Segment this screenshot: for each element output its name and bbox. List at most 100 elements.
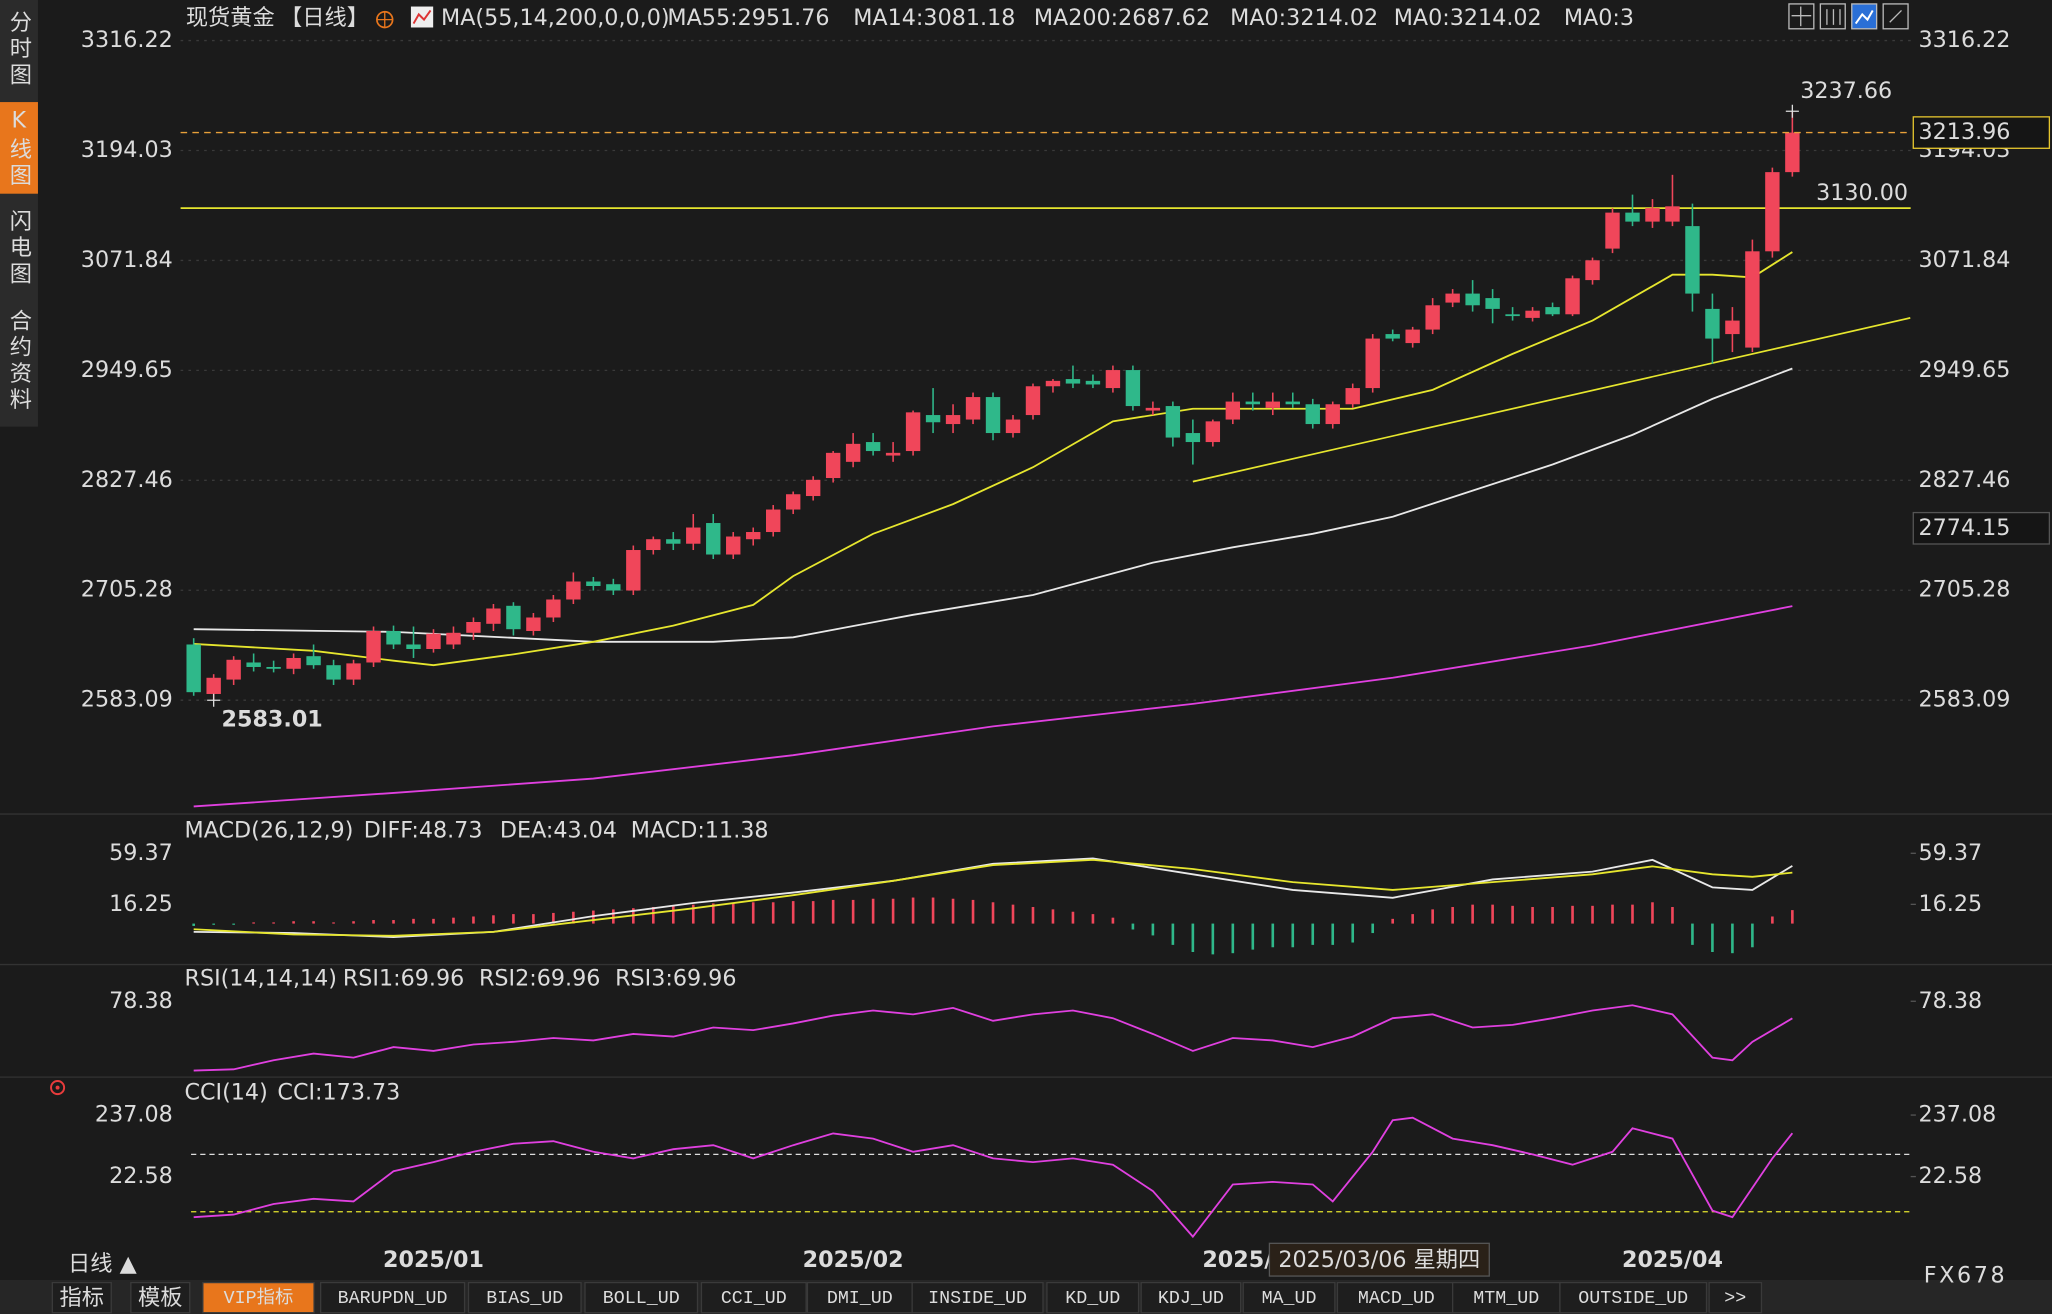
macd-bar (1731, 923, 1734, 954)
macd-bar (851, 899, 855, 924)
macd-bar (991, 902, 995, 924)
candle-body (706, 523, 721, 555)
macd-bar (312, 921, 315, 924)
y-tick-label-right: 22.58 (1919, 1163, 1983, 1189)
bottom-tab[interactable]: CCI_UD (721, 1288, 787, 1309)
bottom-tab[interactable]: MTM_UD (1473, 1288, 1539, 1309)
candle-body (945, 415, 961, 425)
macd-bar (412, 918, 415, 924)
bottom-tab[interactable]: >> (1724, 1288, 1746, 1309)
bottom-tab[interactable]: DMI_UD (827, 1288, 893, 1309)
macd-bar (811, 901, 815, 924)
candle-body (1565, 278, 1580, 315)
candle-body (1205, 421, 1221, 443)
side-tab-active (0, 102, 38, 194)
macd-bar (1671, 907, 1674, 924)
side-tab[interactable]: 分时图 (6, 10, 32, 89)
candle-body (286, 657, 301, 669)
ma-line (193, 367, 1793, 643)
bottom-tab-bg (1140, 1281, 1242, 1314)
candle-body (965, 397, 981, 420)
candle-body (1165, 406, 1181, 438)
y-tick-label-left: 237.08 (95, 1102, 173, 1128)
macd-bar (1311, 923, 1315, 945)
bottom-tab[interactable]: KDJ_UD (1158, 1288, 1224, 1309)
crosshair-date: 2025/03/06 星期四 (1278, 1247, 1480, 1273)
horizontal-line-label: 3130.00 (1816, 180, 1908, 206)
toolbar[interactable] (1788, 3, 1909, 30)
bottom-tab-bg (911, 1281, 1044, 1314)
ma-line (193, 605, 1793, 808)
y-tick-label-right: 3071.84 (1919, 247, 2011, 273)
bottom-tab-bg (467, 1281, 582, 1314)
macd-bar (1331, 923, 1335, 945)
side-tab[interactable]: K线图 (6, 107, 32, 189)
bottom-tab[interactable]: BOLL_UD (603, 1288, 680, 1309)
bottom-tab[interactable]: OUTSIDE_UD (1578, 1288, 1688, 1309)
bottom-tab[interactable]: INSIDE_UD (928, 1288, 1027, 1309)
candle-body (805, 479, 821, 497)
legend-item: CCI(14) (185, 1079, 268, 1105)
macd-bar (831, 899, 835, 924)
macd-bar (671, 905, 675, 924)
alert-icon[interactable] (50, 1080, 66, 1096)
candle-body (785, 494, 801, 510)
macd-bar (372, 920, 375, 924)
macd-bar (352, 921, 355, 924)
macd-bar (292, 921, 295, 924)
bottom-tab[interactable]: MA_UD (1262, 1288, 1317, 1309)
x-tick-label: 2025/01 (383, 1247, 484, 1273)
candle-body (586, 581, 601, 587)
candle-body (1625, 212, 1640, 222)
candle-body (845, 443, 861, 462)
y-tick-label-left: 2827.46 (81, 467, 173, 493)
indicator-line (193, 1116, 1794, 1239)
legend-item: 现货黄金 (186, 5, 275, 31)
candle-body (1665, 206, 1680, 222)
macd-bar (1291, 923, 1295, 948)
bottom-tab-bg (1451, 1281, 1561, 1314)
candle-body (526, 617, 541, 631)
add-icon[interactable] (376, 10, 394, 29)
candle-body (226, 659, 241, 680)
macd-bar (771, 902, 775, 924)
macd-bar (1511, 905, 1514, 924)
candle-body (1025, 386, 1041, 416)
y-tick-label-left: 59.37 (109, 840, 173, 866)
candle-body (746, 532, 761, 540)
candle-body (726, 536, 741, 555)
indicator-icon[interactable] (410, 6, 434, 28)
current-price-box (1912, 116, 2051, 149)
candle-body (766, 509, 781, 533)
bottom-tab[interactable]: BARUPDN_UD (338, 1288, 448, 1309)
bottom-tab[interactable]: MACD_UD (1358, 1288, 1435, 1309)
macd-bar (1251, 923, 1255, 950)
macd-bar (612, 909, 615, 924)
y-tick-label-right: 2949.65 (1919, 357, 2011, 383)
macd-bar (691, 904, 695, 924)
bottom-tab[interactable]: 模板 (138, 1285, 182, 1311)
bottom-tab[interactable]: 指标 (60, 1285, 104, 1311)
period-button[interactable]: 日线 ▲ (68, 1251, 138, 1277)
y-tick-label-right: 2705.28 (1919, 577, 2011, 603)
side-tab[interactable]: 闪电图 (6, 209, 32, 288)
indicator-line (193, 1004, 1793, 1072)
candle-body (206, 677, 221, 694)
bottom-tab[interactable]: VIP指标 (224, 1287, 294, 1309)
crosshair-price: 2774.15 (1919, 515, 2011, 541)
macd-bar (751, 902, 755, 924)
macd-bar (552, 912, 555, 924)
y-tick-label-right: 78.38 (1919, 988, 1983, 1014)
legend-item: MA14:3081.18 (853, 5, 1015, 31)
candle-body (1065, 379, 1081, 384)
bottom-tab[interactable]: BIAS_UD (486, 1288, 563, 1309)
macd-bar (432, 918, 435, 924)
candle-body (186, 644, 201, 693)
macd-bar (1791, 910, 1794, 924)
y-tick-label-left: 2705.28 (81, 577, 173, 603)
legend-item: MACD(26,12,9) (185, 818, 354, 844)
side-tab[interactable]: 合约资料 (6, 308, 32, 413)
bottom-tab-bg (584, 1281, 699, 1314)
bottom-tab[interactable]: KD_UD (1065, 1288, 1120, 1309)
